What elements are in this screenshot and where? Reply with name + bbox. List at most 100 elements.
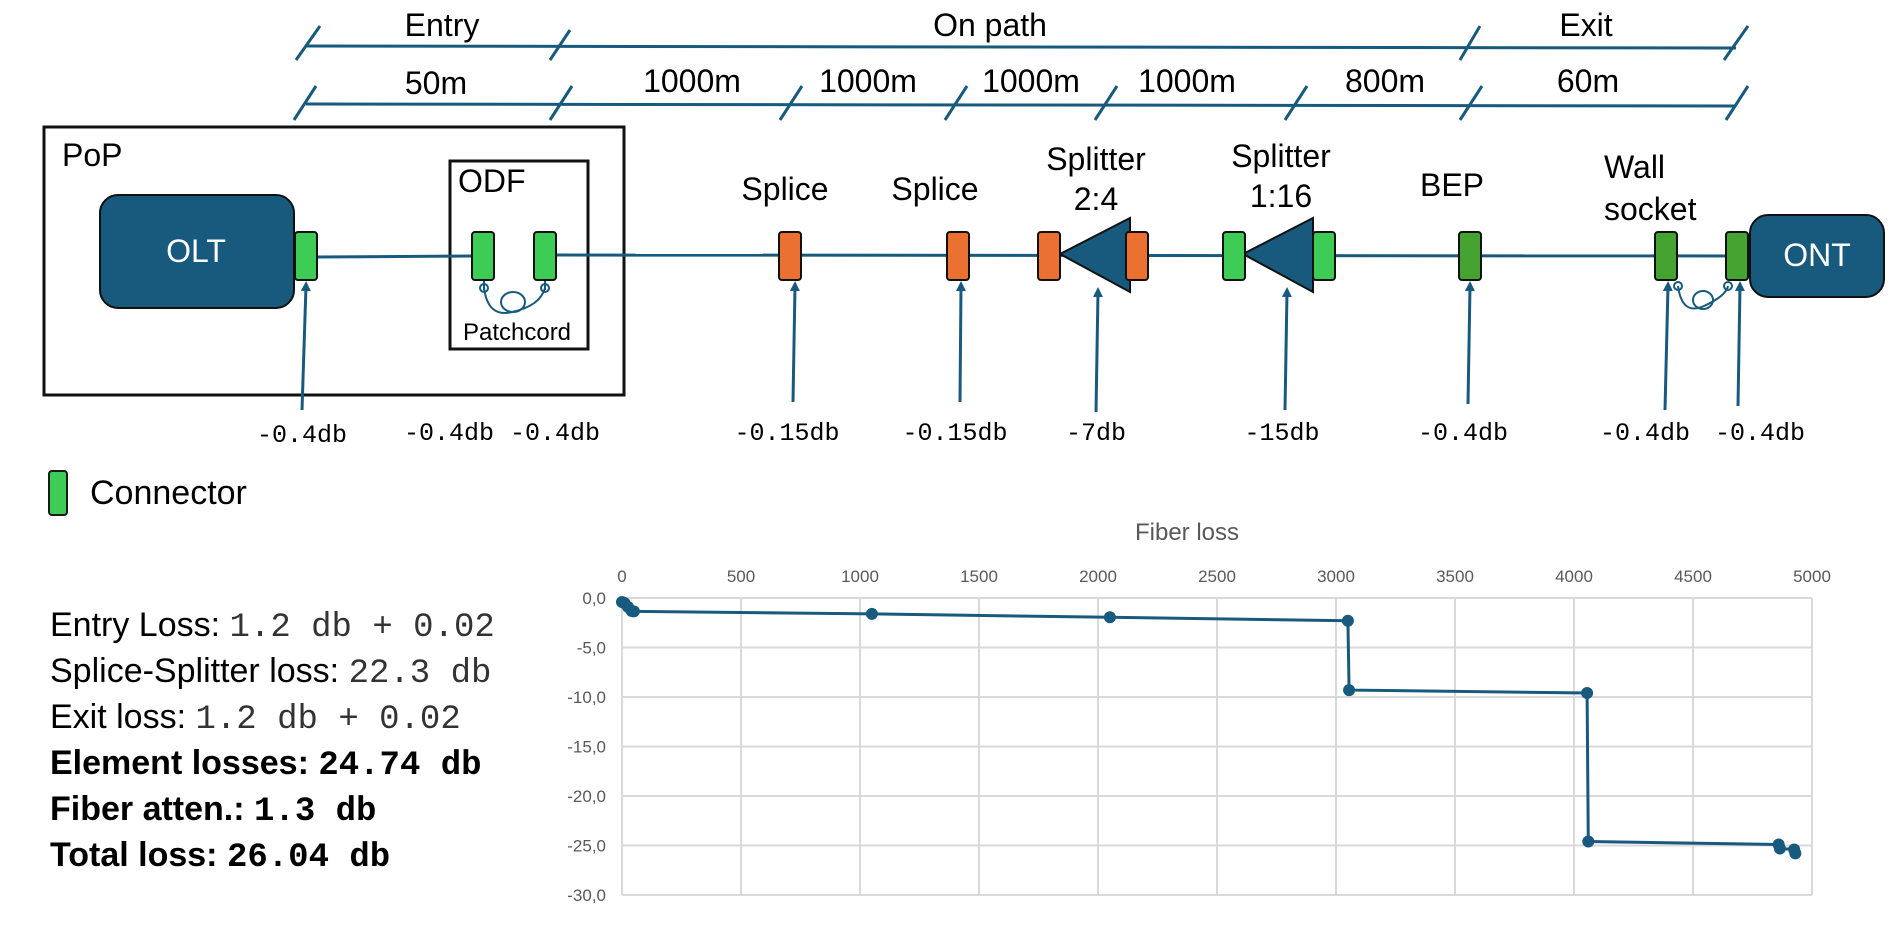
summary-splice-splitter-loss: Splice-Splitter loss: 22.3 db	[50, 650, 495, 696]
y-tick-label: -15,0	[567, 738, 606, 757]
loss-value: -0.15db	[734, 419, 839, 448]
splitter-label: Splitter	[1046, 141, 1146, 177]
loss-value: -0.4db	[1715, 419, 1805, 448]
data-point	[1581, 687, 1594, 700]
summary-value: 26.04 db	[226, 839, 391, 877]
wall-socket-label: socket	[1604, 191, 1697, 227]
x-tick-label: 5000	[1793, 567, 1831, 586]
distance-label: 1000m	[982, 63, 1080, 99]
summary-label: Splice-Splitter loss:	[50, 652, 340, 690]
pop-label: PoP	[62, 137, 122, 173]
connector-swatch	[48, 470, 68, 516]
data-point	[1341, 614, 1354, 627]
wall-socket-label: Wall	[1604, 149, 1665, 185]
summary-label: Fiber atten.:	[50, 790, 245, 828]
distance-label: 800m	[1345, 63, 1425, 99]
connector-ont	[1725, 231, 1749, 281]
span-label-entry: Entry	[405, 7, 480, 43]
splitter-2-4-out	[1125, 231, 1149, 281]
splice-1	[778, 231, 802, 281]
olt-label: OLT	[166, 233, 226, 269]
loss-value: -0.15db	[902, 419, 1007, 448]
splice-label: Splice	[741, 171, 828, 207]
data-point	[1789, 847, 1802, 860]
summary-value: 1.2 db + 0.02	[195, 701, 461, 739]
data-point	[1343, 684, 1356, 697]
summary-label: Element losses:	[50, 744, 309, 782]
x-tick-label: 1000	[841, 567, 879, 586]
x-tick-label: 2500	[1198, 567, 1236, 586]
loss-value: -0.4db	[404, 419, 494, 448]
span-label-exit: Exit	[1559, 7, 1612, 43]
loss-value: -0.4db	[510, 419, 600, 448]
x-tick-label: 500	[727, 567, 755, 586]
span-scale	[292, 25, 1750, 121]
splitter-1-16-triangle	[1240, 216, 1314, 294]
distance-label: 60m	[1557, 63, 1619, 99]
connector-olt	[294, 231, 318, 281]
span-label-on-path: On path	[933, 7, 1047, 43]
ont-device	[1749, 214, 1885, 298]
splitter-ratio-label: 1:16	[1250, 178, 1312, 214]
splitter-label: Splitter	[1231, 138, 1331, 174]
distance-label: 1000m	[819, 63, 917, 99]
summary-value: 24.74 db	[318, 747, 482, 785]
loss-value: -0.4db	[1418, 419, 1508, 448]
ont-label: ONT	[1783, 237, 1851, 273]
patchcord-label: Patchcord	[463, 319, 571, 346]
splitter-ratio-label: 2:4	[1074, 181, 1118, 217]
y-tick-label: -20,0	[567, 787, 606, 806]
connector-odf-out	[533, 231, 557, 281]
data-point	[865, 607, 878, 620]
connector-odf-in	[471, 231, 495, 281]
summary-label: Entry Loss:	[50, 606, 221, 644]
data-point	[1773, 842, 1786, 855]
summary-value: 1.2 db + 0.02	[229, 609, 495, 647]
pop-box	[42, 125, 626, 397]
legend-connector-label: Connector	[90, 473, 247, 512]
summary-entry-loss: Entry Loss: 1.2 db + 0.02	[50, 604, 495, 650]
loss-value: -0.4db	[257, 421, 347, 450]
distance-label: 1000m	[1138, 63, 1236, 99]
x-tick-label: 1500	[960, 567, 998, 586]
summary-label: Exit loss:	[50, 698, 187, 736]
legend: Connector	[48, 470, 247, 516]
splitter-1-16-in	[1222, 231, 1246, 281]
connector-wall-socket	[1654, 231, 1678, 281]
summary-element-losses: Element losses: 24.74 db	[50, 742, 495, 788]
bep-label: BEP	[1420, 167, 1484, 203]
splice-2	[946, 231, 970, 281]
data-point	[1582, 835, 1595, 848]
x-tick-label: 2000	[1079, 567, 1117, 586]
x-tick-label: 3000	[1317, 567, 1355, 586]
distance-label: 50m	[405, 65, 467, 101]
fiber-line	[315, 253, 1747, 259]
loss-value: -15db	[1244, 419, 1319, 448]
y-tick-label: -25,0	[567, 837, 606, 856]
x-tick-label: 4500	[1674, 567, 1712, 586]
data-point	[627, 605, 640, 618]
fiber-loss-chart: Fiber loss 0 500 1000 1500 2000 2500 3000 3500 40…	[567, 519, 1831, 905]
summary-value: 1.3 db	[254, 793, 377, 831]
summary-total-loss: Total loss: 26.04 db	[50, 834, 495, 880]
splitter-1-16-out	[1312, 231, 1336, 281]
splitter-2-4-triangle	[1057, 216, 1131, 294]
connector-bep	[1458, 231, 1482, 281]
patchcord-loop	[479, 280, 550, 314]
loss-arrows	[300, 281, 1745, 413]
y-tick-label: -30,0	[567, 886, 606, 905]
odf-label: ODF	[458, 163, 526, 199]
chart-title: Fiber loss	[1135, 519, 1239, 546]
x-tick-label: 4000	[1555, 567, 1593, 586]
x-tick-label: 3500	[1436, 567, 1474, 586]
loss-value: -0.4db	[1600, 419, 1690, 448]
y-tick-label: 0,0	[582, 589, 606, 608]
splitter-2-4-in	[1037, 231, 1061, 281]
series-line	[621, 600, 1797, 854]
distance-label: 1000m	[643, 63, 741, 99]
wall-patchcord-loop	[1673, 281, 1733, 310]
summary-fiber-attenuation: Fiber atten.: 1.3 db	[50, 788, 495, 834]
summary-value: 22.3 db	[348, 655, 492, 693]
loss-value: -7db	[1066, 419, 1126, 448]
